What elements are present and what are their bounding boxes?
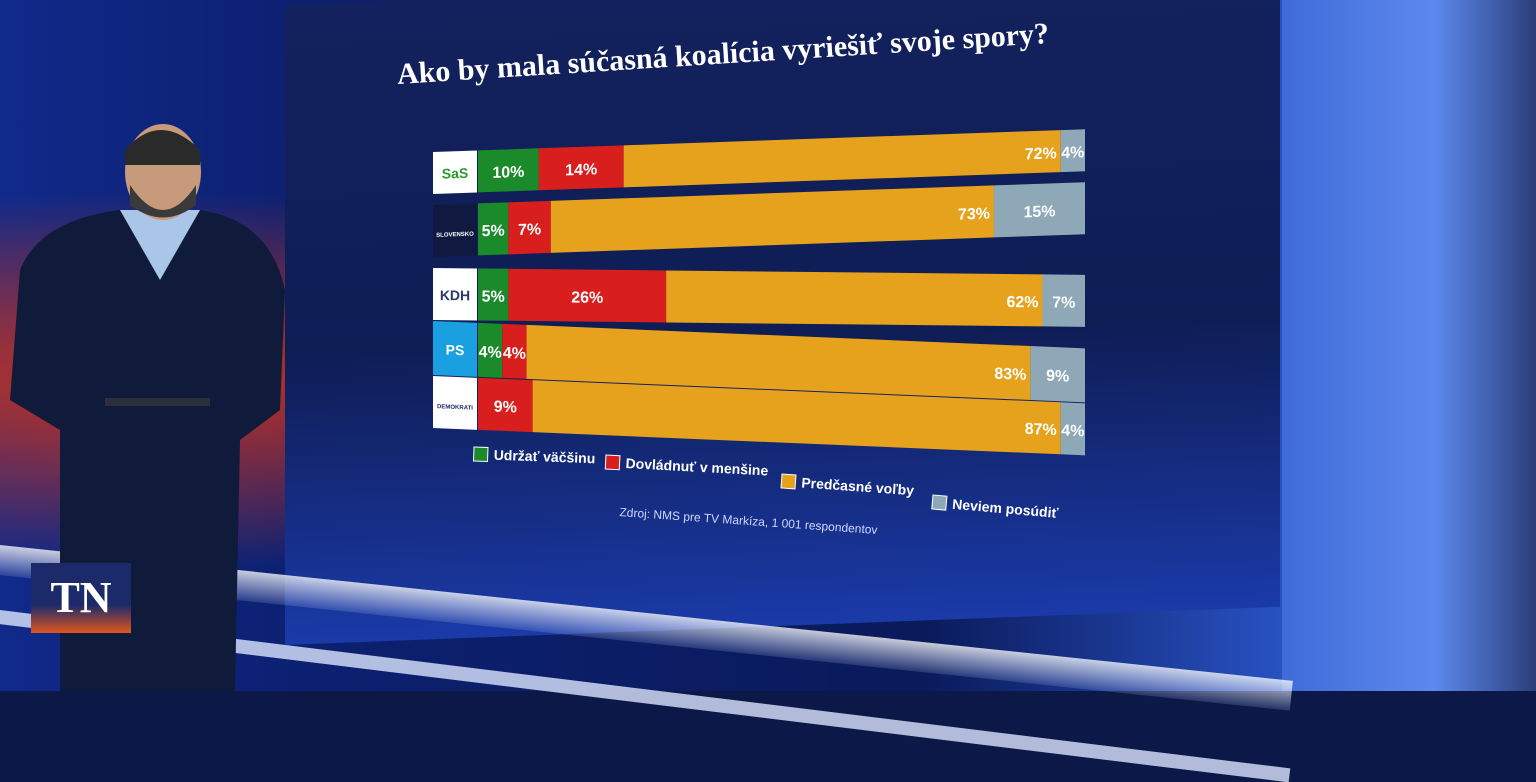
legend-item: Predčasné voľby [780,473,915,498]
bar-row-sas: SaS 10% 14% 72% 4% [433,129,1085,194]
legend-swatch [931,494,948,511]
bar-segment [1060,402,1085,456]
bar-segment [508,200,551,255]
bar-segment [508,268,667,323]
legend-item: Udržať väčšinu [472,446,596,467]
kdh-logo-text: KDH [440,287,470,303]
legend-swatch [780,473,797,490]
ps-logo-text: PS [446,342,465,359]
legend-item: Dovládnuť v menšine [604,454,769,479]
bar-segment [993,182,1086,238]
legend-label: Neviem posúdiť [952,496,1060,521]
bar-value-label: 72% [1025,145,1057,163]
legend-label: Predčasné voľby [801,474,915,498]
tn-channel-logo: TN [31,563,131,633]
slovensko-logo [433,203,477,257]
bar-value-label: 7% [1052,294,1075,311]
bar-segment [1060,129,1085,173]
stacked-bar-chart: SaS 10% 14%72% 4%SLOVENSKO 5% 7%73% 15%KDH 5% 26… [433,129,1086,521]
bar-segment [526,324,1031,401]
bar-value-label: 5% [482,222,505,240]
bar-value-label: 83% [994,366,1026,384]
legend-item: Neviem posúdiť [931,494,1060,521]
bar-segment [538,145,624,191]
bar-row-demokrati: DEMOKRATI 9% 87% 4% [433,376,1085,456]
bar-segment [478,268,509,321]
bar-segment [666,270,1043,327]
bar-value-label: 14% [565,161,597,179]
bar-segment [532,380,1061,455]
bar-value-label: 9% [494,399,517,417]
sas-logo-text: SaS [442,165,468,182]
bar-row-kdh: KDH 5% 26% 62% 7% [433,268,1086,327]
kdh-logo [433,268,477,321]
studio-wall-right [1282,0,1536,691]
bar-segment [550,185,994,253]
bar-value-label: 4% [503,345,526,363]
bar-row-slovensko: SLOVENSKO 5% 7% 73% 15% [433,182,1086,257]
sas-logo [433,150,477,194]
bar-value-label: 15% [1023,203,1055,221]
slovensko-logo-text: SLOVENSKO [436,232,474,239]
demokrati-logo [433,376,477,430]
bar-segment [478,377,533,433]
bar-segment [502,323,527,379]
bar-value-label: 4% [479,344,502,362]
bar-segment [623,130,1061,188]
ps-logo [433,321,477,377]
bar-value-label: 5% [482,289,505,306]
bar-value-label: 87% [1025,421,1057,439]
bar-segment [478,322,503,378]
bar-value-label: 4% [1061,422,1084,440]
legend-label: Udržať väčšinu [493,447,595,467]
bar-row-ps: PS 4% 4% 83% 9% [433,321,1085,403]
bar-value-label: 62% [1006,294,1038,311]
bar-value-label: 26% [571,289,603,306]
bar-value-label: 9% [1046,368,1069,386]
legend-label: Dovládnuť v menšine [625,455,769,478]
bar-segment [1042,274,1086,327]
bar-value-label: 4% [1061,144,1084,162]
legend-swatch [472,446,489,462]
bar-segment [478,148,539,193]
demokrati-logo-text: DEMOKRATI [437,404,473,412]
bar-value-label: 7% [518,221,541,239]
bar-value-label: 10% [492,164,524,182]
legend-swatch [604,454,621,471]
bar-segment [1030,346,1085,403]
bar-segment [478,202,509,256]
bar-value-label: 73% [958,206,990,224]
